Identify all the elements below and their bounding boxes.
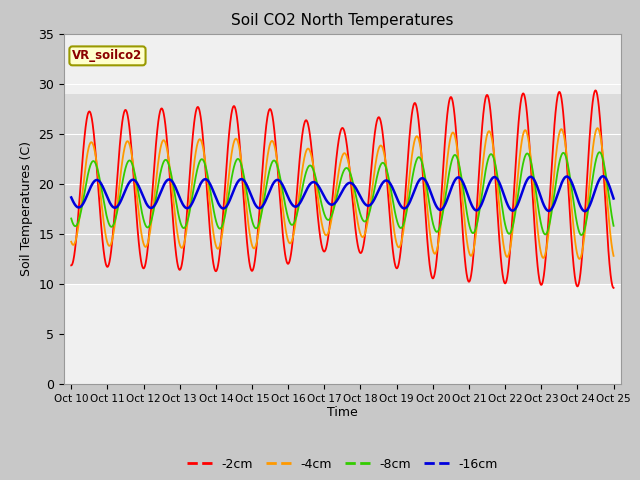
Title: Soil CO2 North Temperatures: Soil CO2 North Temperatures xyxy=(231,13,454,28)
X-axis label: Time: Time xyxy=(327,407,358,420)
Y-axis label: Soil Temperatures (C): Soil Temperatures (C) xyxy=(20,141,33,276)
Legend: -2cm, -4cm, -8cm, -16cm: -2cm, -4cm, -8cm, -16cm xyxy=(182,453,503,476)
Bar xyxy=(64,94,621,284)
Text: VR_soilco2: VR_soilco2 xyxy=(72,49,143,62)
